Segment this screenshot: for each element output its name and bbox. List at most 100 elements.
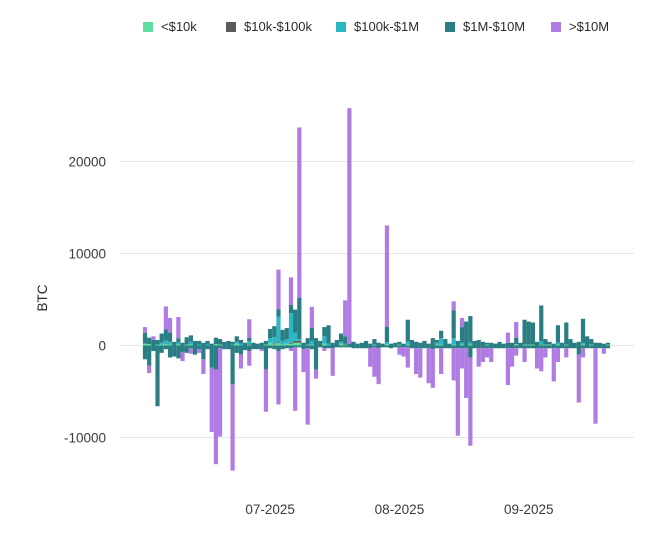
bar-segment <box>484 345 490 349</box>
bar-segment <box>572 345 577 349</box>
bar-segment <box>380 345 385 348</box>
legend-label: >$10M <box>569 19 610 34</box>
bar-segment <box>476 339 481 346</box>
bar-segment <box>288 342 294 344</box>
legend-swatch <box>551 21 561 32</box>
bar-segment <box>422 340 427 346</box>
bar-segment <box>343 336 348 344</box>
bar-segment <box>418 348 423 378</box>
bar-segment <box>305 338 310 345</box>
bar-segment <box>147 337 152 345</box>
bar-segment <box>426 348 431 384</box>
gridlines <box>120 161 634 438</box>
bar-segment <box>514 337 519 345</box>
bar-segment <box>351 345 356 349</box>
bar-segment <box>580 345 586 349</box>
legend-label: $1M-$10M <box>463 19 526 34</box>
bar-segment <box>489 342 494 346</box>
bar-segment <box>539 344 544 345</box>
bar-segment <box>234 336 239 342</box>
bar-segment <box>343 300 348 337</box>
bar-segment <box>322 336 327 344</box>
bar-segment <box>176 342 181 345</box>
bar-segment <box>451 310 456 339</box>
bar-segment <box>293 342 298 346</box>
y-tick-label: 0 <box>98 339 106 354</box>
bar-segment <box>334 345 339 348</box>
bar-segment <box>539 345 544 349</box>
bar-segment <box>384 225 390 327</box>
bar-segment <box>226 345 231 350</box>
bar-segment <box>338 343 344 346</box>
bar-segment <box>580 348 586 358</box>
bar-segment <box>163 340 168 344</box>
bar-segment <box>601 343 606 346</box>
bar-segment <box>155 344 160 346</box>
bar-segment <box>414 348 419 375</box>
bar-segment <box>293 345 298 348</box>
bar-segment <box>359 342 364 346</box>
bar-segment <box>326 325 331 344</box>
bar-segment <box>280 344 285 346</box>
bar-segment <box>272 337 277 344</box>
bar-segment <box>176 344 181 346</box>
bar-segment <box>288 348 294 352</box>
bar-segment <box>464 321 469 346</box>
bar-segment <box>347 108 352 344</box>
bar-segment <box>580 318 586 343</box>
bar-segment <box>414 345 419 349</box>
bar-segment <box>468 344 473 346</box>
bar-segment <box>484 348 490 358</box>
bar-segment <box>343 343 348 345</box>
bar-segment <box>543 344 548 346</box>
bar-segment <box>234 341 239 344</box>
bar-segment <box>547 345 552 349</box>
bar-segment <box>272 344 277 346</box>
bar-segment <box>288 305 294 314</box>
bar-segment <box>476 345 481 349</box>
bar-segment <box>368 345 373 349</box>
bar-segment <box>238 343 244 346</box>
bar-segment <box>167 332 173 342</box>
bar-segment <box>197 345 202 350</box>
bar-segment <box>497 345 502 349</box>
legend-item: $10k-$100k <box>226 19 312 34</box>
bar-segment <box>147 365 152 374</box>
bar-segment <box>551 343 556 346</box>
legend-label: $10k-$100k <box>244 19 312 34</box>
bar-segment <box>247 344 252 346</box>
bar-segment <box>293 332 298 341</box>
bar-segment <box>589 344 594 346</box>
bar-segment <box>480 348 485 363</box>
bar-segment <box>397 341 402 345</box>
bar-segment <box>514 348 519 356</box>
bar-segment <box>209 345 214 368</box>
bar-segment <box>197 349 202 353</box>
bar-segment <box>601 348 606 354</box>
bar-segment <box>451 348 456 381</box>
bar-segment <box>380 343 385 346</box>
bar-segment <box>334 339 339 346</box>
bar-segment <box>593 342 598 346</box>
bar-segment <box>376 345 381 349</box>
bar-segment <box>455 345 460 349</box>
bar-segment <box>401 347 406 357</box>
bar-segment <box>555 348 561 363</box>
bar-segment <box>343 345 348 348</box>
bar-segment <box>555 342 561 345</box>
bar-segment <box>530 344 536 346</box>
bar-segment <box>451 338 456 345</box>
bar-segment <box>142 345 148 360</box>
bar-segment <box>167 317 173 333</box>
bar-segment <box>284 328 289 340</box>
bar-segment <box>384 326 390 343</box>
bar-segment <box>555 325 561 343</box>
bar-segment <box>142 327 148 333</box>
bar-segment <box>509 348 515 367</box>
bar-segment <box>534 345 540 349</box>
bar-segment <box>443 339 448 346</box>
bar-segment <box>176 338 181 343</box>
legend-swatch <box>336 21 346 32</box>
bar-segment <box>309 306 314 329</box>
bar-segment <box>288 345 294 349</box>
